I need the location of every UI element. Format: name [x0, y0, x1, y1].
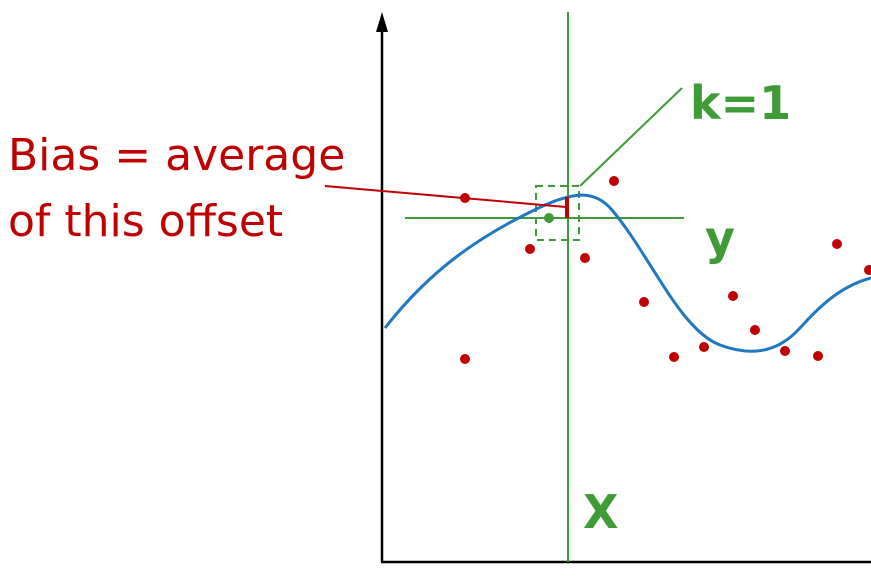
data-point	[525, 244, 535, 254]
data-point	[639, 297, 649, 307]
arrow-up-icon	[376, 12, 388, 32]
data-points	[460, 176, 871, 364]
true-function-curve	[383, 193, 871, 353]
data-point	[699, 342, 709, 352]
y-label: y	[705, 211, 735, 265]
dashed-neighbor-box	[535, 185, 580, 241]
data-point	[813, 351, 823, 361]
data-point	[750, 325, 760, 335]
neighbor-point	[544, 213, 554, 223]
data-point	[460, 354, 470, 364]
x-label: X	[583, 485, 618, 539]
data-point	[580, 253, 590, 263]
axes	[376, 12, 871, 564]
k-label: k=1	[690, 76, 791, 130]
data-point	[728, 291, 738, 301]
data-point	[832, 239, 842, 249]
bias-label-line2: of this offset	[8, 196, 283, 247]
data-point	[609, 176, 619, 186]
data-point	[669, 352, 679, 362]
guide-lines	[405, 12, 684, 562]
bias-pointer-line	[324, 185, 567, 208]
bias-label-line1: Bias = average	[8, 130, 345, 181]
bias-offset-marker	[565, 197, 569, 218]
data-point	[864, 265, 871, 275]
data-point	[780, 346, 790, 356]
k-pointer-line	[579, 87, 683, 187]
